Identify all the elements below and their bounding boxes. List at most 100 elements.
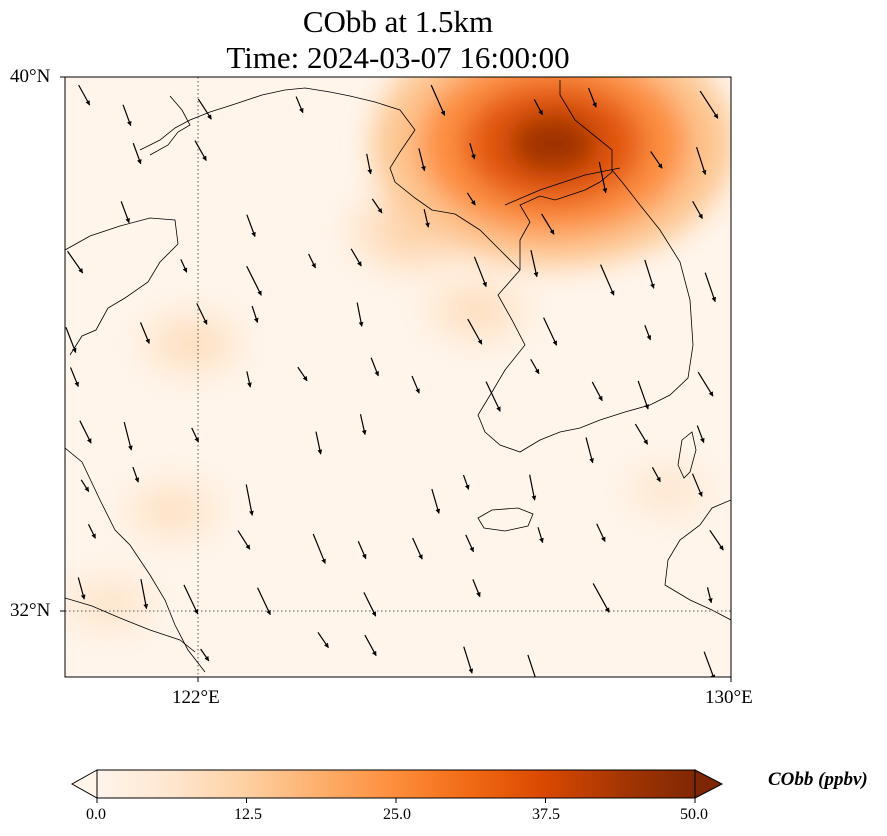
wind-arrow: [363, 592, 377, 617]
lat-tick-32n: 32°N: [10, 600, 51, 621]
wind-arrow: [191, 427, 199, 443]
wind-arrow: [295, 96, 304, 114]
map-gridlines: [65, 77, 731, 677]
colorbar: [70, 769, 724, 803]
wind-arrow: [366, 153, 373, 175]
wind-arrow: [533, 99, 544, 116]
wind-arrow: [87, 524, 96, 539]
cobb-hotspot: [159, 501, 187, 520]
wind-arrow: [692, 200, 703, 220]
wind-arrow: [418, 148, 426, 172]
wind-arrow: [650, 151, 663, 169]
coastline-north-korea-west: [454, 169, 694, 453]
map-title-time: Time: 2024-03-07 16:00:00: [226, 40, 570, 75]
wind-arrow: [411, 375, 420, 394]
wind-arrow: [370, 357, 379, 377]
wind-arrow: [465, 534, 475, 553]
wind-arrow: [485, 381, 501, 412]
colorbar-tick-2: 25.0: [383, 806, 411, 823]
wind-arrow: [697, 371, 714, 397]
wind-arrow: [709, 529, 724, 551]
coastlines: [65, 80, 731, 673]
wind-arrow: [122, 104, 132, 127]
wind-arrow: [543, 317, 558, 346]
wind-arrow: [183, 584, 199, 615]
wind-arrow: [530, 358, 540, 375]
colorbar-extend-max: [694, 769, 724, 799]
wind-arrow: [644, 259, 655, 289]
wind-arrow: [78, 84, 91, 106]
wind-arrow: [356, 302, 364, 327]
wind-arrow: [359, 414, 367, 436]
lon-tick-130e: 130°E: [705, 687, 753, 708]
wind-arrow: [120, 201, 130, 224]
wind-arrow: [423, 209, 430, 228]
wind-arrow: [600, 264, 615, 296]
wind-arrow: [246, 265, 262, 296]
wind-arrow: [364, 634, 377, 657]
axis-tick-marks: [60, 76, 732, 682]
wind-arrow: [246, 371, 252, 388]
coastline-kyushu: [664, 499, 731, 621]
lon-tick-122e: 122°E: [172, 687, 220, 708]
coastline-jeju-island: [477, 507, 534, 532]
wind-arrow: [194, 140, 207, 161]
wind-arrow: [69, 367, 79, 387]
wind-arrow: [67, 250, 84, 274]
wind-arrow: [634, 423, 649, 445]
wind-arrow: [132, 142, 142, 165]
wind-vectors: [65, 84, 724, 677]
coastline-china-east: [65, 447, 206, 673]
wind-arrow: [703, 651, 716, 677]
wind-arrow: [140, 579, 149, 610]
map-title-variable: CObb at 1.5km: [302, 4, 494, 39]
wind-arrow: [312, 533, 326, 564]
wind-arrow: [246, 214, 256, 238]
cobb-concentration-field: [65, 77, 731, 639]
wind-arrow: [350, 248, 362, 267]
wind-arrow: [79, 420, 92, 444]
cobb-hotspot: [508, 112, 599, 175]
wind-arrow: [251, 305, 259, 323]
wind-arrow: [472, 579, 481, 598]
wind-arrow: [598, 162, 608, 194]
wind-arrow: [529, 474, 537, 501]
coastline-korea-east-border: [504, 167, 621, 206]
wind-arrow: [585, 437, 594, 464]
wind-arrow: [588, 87, 597, 108]
wind-arrow: [315, 431, 323, 455]
wind-arrow: [180, 259, 188, 273]
colorbar-tick-0: 0.0: [86, 806, 106, 823]
wind-arrow: [139, 322, 150, 344]
wind-arrow: [706, 587, 713, 604]
wind-arrow: [637, 380, 649, 410]
wind-arrow: [65, 327, 77, 353]
wind-arrow: [462, 474, 470, 490]
wind-arrow: [308, 253, 316, 269]
coastline-liaodong-peninsula: [149, 95, 191, 156]
lat-tick-40n: 40°N: [10, 66, 51, 87]
wind-arrow: [430, 84, 446, 116]
wind-arrow: [704, 272, 717, 303]
wind-arrow: [651, 467, 661, 483]
wind-arrow: [591, 381, 603, 402]
wind-arrow: [237, 530, 251, 550]
colorbar-extend-min: [70, 769, 98, 799]
cobb-hotspot: [177, 333, 207, 354]
wind-arrow: [644, 325, 652, 341]
wind-arrow: [699, 90, 719, 119]
wind-arrow: [541, 213, 555, 235]
cobb-hotspot: [655, 482, 680, 499]
wind-arrow: [473, 256, 487, 288]
cobb-hotspot: [96, 594, 123, 613]
coastline-yangtze-estuary: [65, 597, 196, 653]
wind-arrow: [530, 249, 539, 278]
cobb-hotspot: [462, 300, 492, 321]
colorbar-gradient: [97, 770, 695, 798]
wind-arrow: [80, 479, 90, 492]
colorbar-label: CObb (ppbv): [768, 769, 868, 790]
wind-arrow: [466, 192, 476, 206]
wind-arrow: [245, 484, 254, 516]
wind-arrow: [371, 198, 383, 214]
